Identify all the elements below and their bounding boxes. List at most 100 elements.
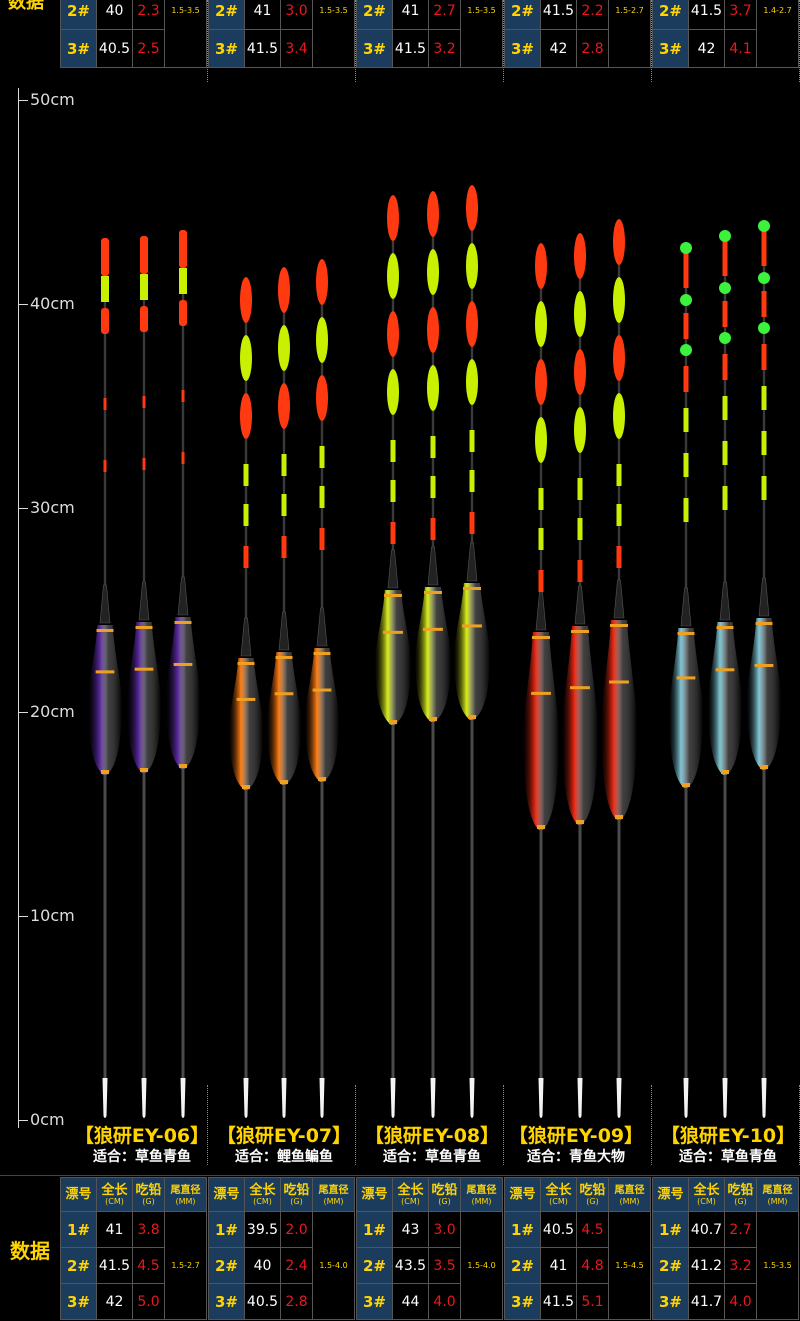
float-body bbox=[126, 622, 162, 773]
ruler-tick bbox=[18, 304, 28, 305]
float-ring bbox=[242, 785, 250, 789]
tip-oval bbox=[316, 317, 328, 363]
tip-oval bbox=[613, 335, 625, 381]
header-tip-text: 尾直径 bbox=[466, 1184, 497, 1196]
header-number: 漂号 bbox=[208, 1177, 245, 1212]
float-ring bbox=[424, 591, 442, 594]
float-number: 2# bbox=[208, 0, 245, 30]
float-ring bbox=[715, 668, 735, 672]
float bbox=[266, 267, 302, 1118]
float-body bbox=[304, 648, 340, 782]
float-group bbox=[522, 219, 638, 1118]
tip-stripe bbox=[101, 308, 109, 334]
tip-stripe bbox=[319, 486, 325, 508]
float bbox=[374, 195, 412, 1118]
float-ring bbox=[389, 720, 397, 724]
lead-weight: 5.0 bbox=[132, 1283, 165, 1320]
header-lead-text: 吃铅 bbox=[135, 1182, 162, 1198]
total-length: 39.5 bbox=[244, 1211, 281, 1248]
float-body bbox=[746, 618, 782, 770]
float-ring bbox=[676, 676, 696, 680]
float bbox=[561, 233, 599, 1118]
tip-stripe bbox=[761, 226, 767, 266]
float-ring bbox=[173, 662, 193, 666]
tip-stripe bbox=[722, 396, 728, 420]
lead-weight: 5.1 bbox=[576, 1283, 609, 1320]
total-length: 41.7 bbox=[688, 1283, 725, 1320]
total-length: 40.5 bbox=[244, 1283, 281, 1320]
lead-weight: 3.7 bbox=[724, 0, 757, 30]
float-number: 1# bbox=[356, 1211, 393, 1248]
float-ring bbox=[682, 783, 690, 787]
float-ring bbox=[570, 686, 590, 690]
lead-weight: 2.7 bbox=[724, 1211, 757, 1248]
float-neck bbox=[427, 546, 439, 586]
header-number: 漂号 bbox=[60, 1177, 97, 1212]
float-ring bbox=[318, 777, 326, 781]
top-spec-table: 2# 41 3.0 1.5-3.5 3# 41.5 3.4 bbox=[208, 0, 355, 68]
tip-stripe bbox=[430, 518, 436, 540]
float-stem-tip bbox=[430, 1078, 436, 1118]
total-length: 41.5 bbox=[392, 29, 429, 68]
tip-bead bbox=[680, 294, 692, 306]
product-name: 【狼研EY-07】 bbox=[216, 1125, 352, 1147]
tip-stripe bbox=[577, 478, 583, 500]
tip-bead bbox=[758, 272, 770, 284]
tip-stripe bbox=[761, 431, 767, 455]
float-body bbox=[228, 658, 264, 790]
tip-stripe bbox=[243, 504, 249, 526]
header-lead: 吃铅 (G) bbox=[132, 1177, 165, 1212]
ruler-label: 10cm bbox=[30, 906, 75, 925]
header-lead: 吃铅 (G) bbox=[724, 1177, 757, 1212]
float-neck bbox=[99, 584, 111, 624]
float-neck bbox=[535, 591, 547, 631]
float-ring bbox=[236, 697, 256, 701]
tip-oval bbox=[387, 253, 399, 299]
tip-stripe bbox=[469, 430, 475, 452]
float-ring bbox=[571, 630, 589, 633]
float-ring bbox=[140, 768, 148, 772]
dotted-divider bbox=[207, 0, 208, 82]
float-body bbox=[414, 587, 452, 722]
tip-stripe bbox=[761, 386, 767, 410]
float-ring bbox=[721, 770, 729, 774]
lead-weight: 3.0 bbox=[280, 0, 313, 30]
ruler-label: 0cm bbox=[30, 1110, 65, 1129]
float-number: 1# bbox=[504, 1211, 541, 1248]
float-number: 2# bbox=[60, 1247, 97, 1284]
tip-stripe bbox=[103, 398, 107, 410]
float bbox=[668, 242, 704, 1118]
tip-diameter: 1.5-2.7 bbox=[608, 0, 651, 68]
ruler-tick bbox=[18, 916, 28, 917]
header-lead: 吃铅 (G) bbox=[576, 1177, 609, 1212]
bottom-data-section: 数据 漂号 全长 (CM) 吃铅 (G) 尾直径 (MM) 1# 41 3.8 1.5-2.7 2# 4… bbox=[0, 1175, 800, 1321]
tip-oval bbox=[278, 267, 290, 313]
float-ring bbox=[95, 670, 115, 674]
float bbox=[304, 259, 340, 1118]
dotted-divider bbox=[651, 0, 652, 82]
tip-oval bbox=[387, 195, 399, 241]
tip-stripe bbox=[683, 248, 689, 288]
header-lead-text: 吃铅 bbox=[283, 1182, 310, 1198]
tip-oval bbox=[316, 259, 328, 305]
total-length: 41.5 bbox=[540, 1283, 577, 1320]
tip-stripe bbox=[430, 476, 436, 498]
total-length: 41.5 bbox=[244, 29, 281, 68]
tip-stripe bbox=[722, 236, 728, 276]
float-ring bbox=[468, 715, 476, 719]
lead-weight: 4.1 bbox=[724, 29, 757, 68]
tip-oval bbox=[240, 393, 252, 439]
float-body bbox=[87, 625, 123, 775]
float-number: 2# bbox=[208, 1247, 245, 1284]
tip-stripe bbox=[616, 546, 622, 568]
tip-diameter: 1.5-3.5 bbox=[164, 0, 207, 68]
ruler: 50cm 40cm 30cm 20cm 10cm 0cm bbox=[0, 80, 90, 1130]
tip-stripe bbox=[140, 274, 148, 300]
tip-bead bbox=[680, 242, 692, 254]
total-length: 40 bbox=[244, 1247, 281, 1284]
header-tip-unit: (MM) bbox=[471, 1196, 492, 1206]
float bbox=[522, 243, 560, 1118]
ruler-line bbox=[18, 88, 19, 1128]
float-ring bbox=[96, 629, 114, 632]
float-body bbox=[266, 652, 302, 785]
